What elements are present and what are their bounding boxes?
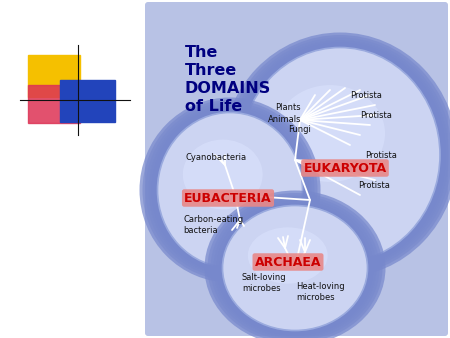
Text: Animals: Animals	[268, 116, 302, 124]
Ellipse shape	[211, 195, 379, 338]
Ellipse shape	[222, 206, 368, 331]
FancyBboxPatch shape	[145, 2, 448, 336]
Ellipse shape	[158, 113, 302, 267]
Ellipse shape	[154, 110, 306, 270]
Ellipse shape	[220, 203, 370, 333]
Ellipse shape	[248, 227, 328, 284]
Text: Heat-loving
microbes: Heat-loving microbes	[296, 282, 345, 302]
Text: Cyanobacteria: Cyanobacteria	[185, 153, 246, 163]
Text: Plants: Plants	[275, 103, 301, 113]
Text: Fungi: Fungi	[288, 125, 311, 135]
Ellipse shape	[143, 100, 318, 280]
Text: The
Three
DOMAINS
of Life: The Three DOMAINS of Life	[185, 45, 271, 114]
Bar	[28, 85, 80, 123]
Ellipse shape	[240, 48, 440, 263]
Ellipse shape	[148, 105, 311, 275]
Ellipse shape	[207, 193, 382, 338]
Ellipse shape	[237, 45, 443, 265]
Ellipse shape	[225, 35, 450, 275]
Text: Protista: Protista	[360, 111, 392, 120]
Text: Protista: Protista	[365, 150, 397, 160]
Ellipse shape	[183, 140, 263, 209]
Ellipse shape	[204, 191, 386, 338]
Ellipse shape	[216, 200, 374, 336]
Text: EUBACTERIA: EUBACTERIA	[184, 192, 272, 204]
Ellipse shape	[228, 38, 450, 272]
Ellipse shape	[275, 85, 385, 182]
Text: Carbon-eating
bacteria: Carbon-eating bacteria	[183, 215, 243, 235]
Ellipse shape	[231, 40, 449, 270]
Bar	[28, 55, 80, 97]
Text: Protista: Protista	[358, 180, 390, 190]
Ellipse shape	[213, 198, 377, 338]
Ellipse shape	[152, 107, 309, 272]
Ellipse shape	[140, 97, 320, 283]
Text: Salt-loving
microbes: Salt-loving microbes	[242, 273, 287, 293]
Bar	[60, 80, 115, 122]
Ellipse shape	[222, 32, 450, 277]
Text: EUKARYOTA: EUKARYOTA	[303, 162, 387, 174]
Text: Protista: Protista	[350, 91, 382, 99]
Ellipse shape	[145, 102, 315, 277]
Text: ARCHAEA: ARCHAEA	[255, 256, 321, 268]
Ellipse shape	[234, 43, 446, 267]
